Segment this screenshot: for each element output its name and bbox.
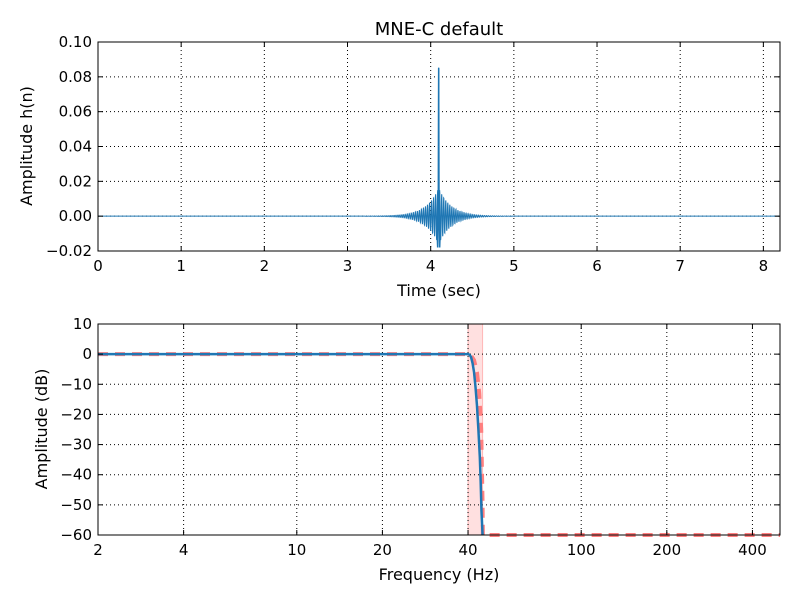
impulse-x-tick-label: 0 (93, 257, 103, 275)
frequency-x-axis-label: Frequency (Hz) (379, 565, 500, 584)
impulse-x-tick-label: 8 (759, 257, 769, 275)
frequency-x-tick-label: 10 (287, 541, 306, 559)
filter-response-line (98, 352, 484, 536)
desired-response-line (98, 352, 780, 537)
impulse-x-tick-label: 1 (176, 257, 186, 275)
frequency-x-tick-label: 20 (373, 541, 392, 559)
frequency-ticks: 2 4 10 20 40 100 200 400 −60 −50 −40 −30 −20 −10 0 10 (60, 315, 780, 559)
impulse-y-tick-label: 0.04 (59, 138, 92, 156)
frequency-x-tick-label: 200 (653, 541, 682, 559)
impulse-response-panel: 0 1 2 3 4 5 6 7 8 −0.02 0.00 0.02 0.04 0.06 0.08 0.10 M… (17, 19, 781, 300)
impulse-y-tick-label: 0.00 (59, 207, 92, 225)
impulse-x-tick-label: 7 (675, 257, 685, 275)
frequency-y-tick-label: −20 (60, 405, 92, 423)
frequency-plot-frame (97, 323, 781, 536)
frequency-x-tick-label: 400 (738, 541, 767, 559)
impulse-x-tick-label: 6 (592, 257, 602, 275)
impulse-x-tick-label: 2 (260, 257, 270, 275)
frequency-y-tick-label: −10 (60, 375, 92, 393)
frequency-y-tick-label: 10 (73, 315, 92, 333)
impulse-y-tick-label: −0.02 (46, 242, 92, 260)
impulse-response-peak (436, 68, 442, 248)
impulse-x-axis-label: Time (sec) (396, 281, 481, 300)
impulse-y-axis-label: Amplitude h(n) (17, 86, 36, 206)
impulse-x-tick-label: 4 (426, 257, 436, 275)
frequency-x-tick-label: 2 (93, 541, 103, 559)
impulse-y-tick-label: 0.10 (59, 33, 92, 51)
frequency-response-series (98, 352, 780, 537)
frequency-y-axis-label: Amplitude (dB) (32, 369, 51, 490)
frequency-x-tick-label: 40 (458, 541, 477, 559)
impulse-ticks: 0 1 2 3 4 5 6 7 8 −0.02 0.00 0.02 0.04 0.06 0.08 0.10 (46, 33, 780, 275)
frequency-y-tick-label: −50 (60, 496, 92, 514)
frequency-y-tick-label: −40 (60, 466, 92, 484)
impulse-y-tick-label: 0.08 (59, 68, 92, 86)
impulse-response-series (98, 67, 780, 248)
impulse-chart-title: MNE-C default (375, 19, 504, 40)
impulse-x-tick-label: 5 (509, 257, 519, 275)
impulse-y-tick-label: 0.02 (59, 172, 92, 190)
frequency-y-tick-label: 0 (82, 345, 92, 363)
frequency-response-panel: 2 4 10 20 40 100 200 400 −60 −50 −40 −30 −20 −10 0 10 F… (32, 315, 781, 584)
frequency-x-tick-label: 100 (567, 541, 596, 559)
frequency-x-tick-label: 4 (179, 541, 189, 559)
impulse-y-tick-label: 0.06 (59, 103, 92, 121)
frequency-y-tick-label: −30 (60, 436, 92, 454)
impulse-x-tick-label: 3 (343, 257, 353, 275)
frequency-y-tick-label: −60 (60, 526, 92, 544)
